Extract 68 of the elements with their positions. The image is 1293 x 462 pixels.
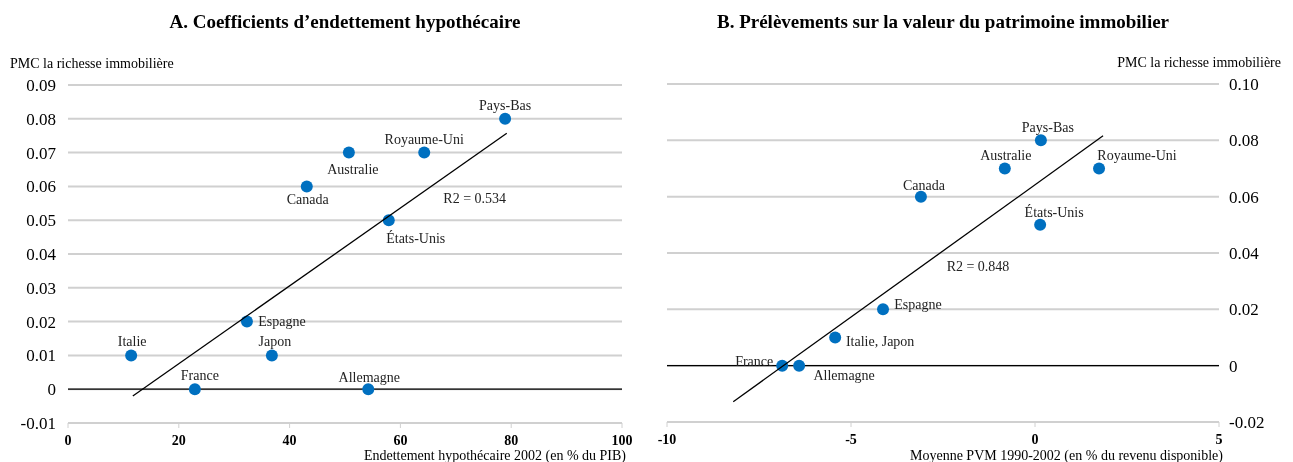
annotation: Australie: [327, 161, 379, 177]
x-tick-label: 80: [504, 433, 519, 448]
y-tick-label: 0.08: [1229, 131, 1259, 151]
point: [998, 162, 1011, 175]
annotation: Allemagne: [813, 367, 875, 383]
annotation: Canada: [902, 177, 946, 193]
y-tick-label: 0.04: [1229, 243, 1260, 263]
x-tick-label: 0: [64, 433, 72, 448]
x-tick-label: -10: [657, 432, 677, 447]
annotation: Pays-Bas: [1021, 120, 1074, 136]
point: [265, 349, 278, 362]
annotation: Royaume-Uni: [1097, 148, 1177, 164]
annotation: France: [735, 353, 774, 369]
x-tick-label: -5: [845, 432, 857, 447]
point: [793, 359, 806, 372]
annotation: États-Unis: [386, 230, 446, 247]
point: [125, 349, 138, 362]
annotation: Espagne: [258, 313, 306, 329]
y-tick-label: 0.08: [26, 109, 56, 129]
annotation: États-Unis: [1024, 203, 1084, 220]
point: [877, 303, 890, 316]
point: [499, 112, 512, 125]
y-tick-label: 0.10: [1229, 74, 1259, 94]
y-tick-label: 0: [1229, 356, 1238, 376]
point: [300, 180, 313, 193]
y-tick-label: 0.01: [26, 346, 56, 366]
annotation: Canada: [286, 192, 330, 208]
point: [1093, 162, 1106, 175]
x-tick-label: 20: [171, 433, 186, 448]
y-tick-label: 0.03: [26, 278, 56, 298]
y-tick-label: -0.02: [1229, 412, 1265, 432]
point: [342, 146, 355, 159]
point: [188, 383, 201, 396]
y-tick-label: 0: [47, 380, 56, 400]
point: [1034, 218, 1047, 231]
x-tick-label: 60: [393, 433, 408, 448]
y-tick-label: 0.06: [26, 177, 56, 197]
y-tick-label: 0.04: [26, 244, 57, 264]
annotation: Italie, Japon: [845, 334, 915, 350]
y-tick-label: 0.07: [26, 143, 57, 163]
annotation: Italie: [117, 334, 147, 350]
annotation: Japon: [258, 334, 292, 350]
y-tick-label: 0.09: [26, 75, 56, 95]
x-tick-label: 40: [282, 433, 297, 448]
point: [418, 146, 431, 159]
annotation: Australie: [980, 148, 1032, 164]
x-tick-label: 5: [1215, 432, 1223, 447]
x-tick-label: 100: [611, 433, 633, 448]
annotation: France: [180, 368, 219, 384]
y-tick-label: -0.01: [20, 413, 56, 433]
y-axis-title: PMC la richesse immobilière: [1117, 55, 1281, 70]
y-tick-label: 0.02: [1229, 300, 1259, 320]
y-tick-label: 0.06: [1229, 187, 1259, 207]
y-tick-label: 0.05: [26, 211, 56, 231]
y-axis-title: PMC la richesse immobilière: [10, 56, 174, 71]
annotation: Allemagne: [338, 370, 400, 386]
point: [829, 331, 842, 344]
annotation: Espagne: [894, 297, 942, 313]
x-tick-label: 0: [1031, 432, 1039, 447]
y-tick-label: 0.02: [26, 312, 56, 332]
point: [914, 190, 927, 203]
chart-title: A. Coefficients d’endettement hypothécaire: [169, 11, 521, 32]
annotation: R2 = 0.534: [443, 190, 507, 206]
annotation: Pays-Bas: [479, 97, 532, 113]
point: [1034, 134, 1047, 147]
chart-title: B. Prélèvements sur la valeur du patrimoine immobilier: [716, 11, 1170, 32]
annotation: R2 = 0.848: [946, 258, 1010, 274]
annotation: Royaume-Uni: [384, 131, 464, 147]
